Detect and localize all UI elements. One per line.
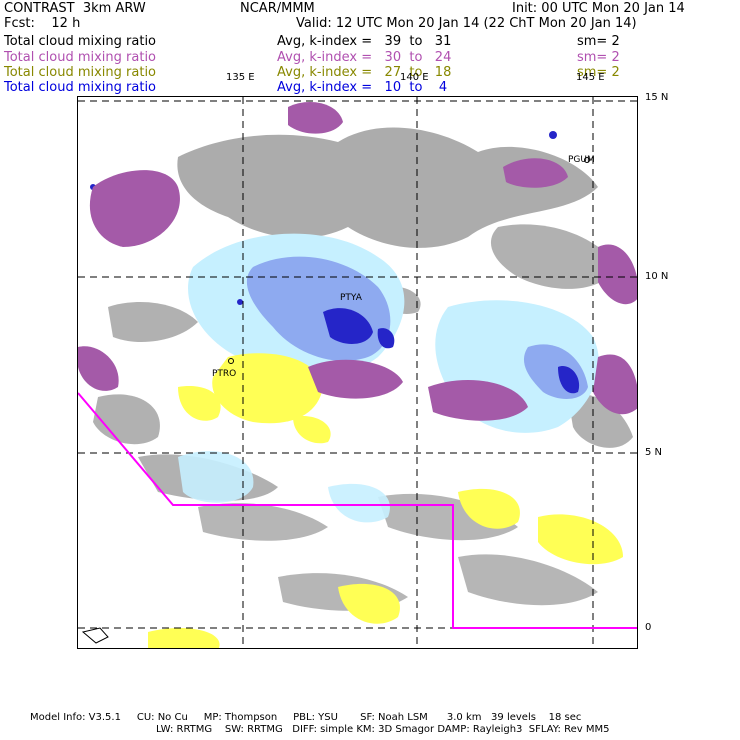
legend-range-4: Avg, k-index = 10 to 4 — [277, 80, 448, 95]
legend-sm-3: sm= 2 — [577, 65, 620, 80]
station-ptro: PTRO — [212, 369, 236, 379]
station-ptya: PTYA — [340, 293, 363, 303]
lat-label-15n: 15 N — [645, 92, 669, 103]
map-canvas: PTYA PTRO PGUM — [78, 97, 637, 648]
legend-sm-2: sm= 2 — [577, 50, 620, 65]
coastlines — [81, 157, 590, 644]
purple-cloud-layer — [78, 102, 637, 421]
yellow-cloud-layer — [148, 353, 623, 648]
station-pgum: PGUM — [568, 155, 595, 165]
lat-lon-grid — [78, 97, 637, 648]
map-panel[interactable]: PTYA PTRO PGUM — [77, 96, 638, 649]
institution-label: NCAR/MMM — [240, 1, 315, 16]
boundary-line — [78, 392, 637, 629]
lon-label-145e: 145 E — [576, 72, 605, 83]
legend-range-1: Avg, k-index = 39 to 31 — [277, 34, 452, 49]
init-time: Init: 00 UTC Mon 20 Jan 14 — [512, 1, 685, 16]
lat-label-10n: 10 N — [645, 271, 669, 282]
model-info-line-1: Model Info: V3.5.1 CU: No Cu MP: Thompso… — [30, 712, 582, 723]
legend-field-3: Total cloud mixing ratio — [4, 65, 157, 80]
legend-field-4: Total cloud mixing ratio — [4, 80, 157, 95]
lon-label-135e: 135 E — [226, 72, 255, 83]
dark-blue-cloud-layer — [90, 131, 580, 394]
plot-title: CONTRAST 3km ARW — [4, 1, 146, 16]
valid-time: Valid: 12 UTC Mon 20 Jan 14 (22 ChT Mon … — [296, 16, 637, 31]
legend-range-2: Avg, k-index = 30 to 24 — [277, 50, 452, 65]
legend-range-3: Avg, k-index = 27 to 18 — [277, 65, 452, 80]
legend-field-1: Total cloud mixing ratio — [4, 34, 157, 49]
forecast-hour: Fcst: 12 h — [4, 16, 81, 31]
lat-label-equator: 0 — [645, 622, 652, 633]
legend-sm-1: sm= 2 — [577, 34, 620, 49]
legend-field-2: Total cloud mixing ratio — [4, 50, 157, 65]
lon-label-140e: 140 E — [400, 72, 429, 83]
lat-label-5n: 5 N — [645, 447, 663, 458]
model-info-line-2: LW: RRTMG SW: RRTMG DIFF: simple KM: 3D … — [156, 724, 610, 735]
